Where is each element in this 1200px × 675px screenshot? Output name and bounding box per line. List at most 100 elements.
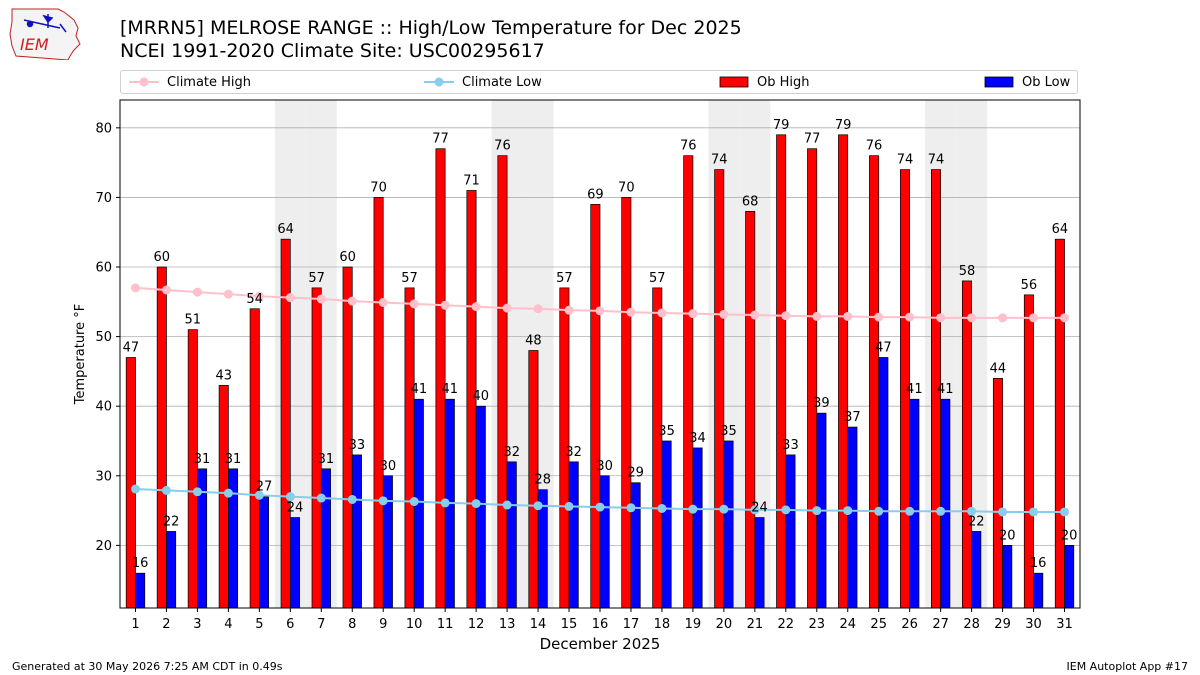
ob-low-label: 47 <box>875 340 892 355</box>
climate-high-point <box>223 289 233 299</box>
climate-high-point <box>843 311 853 321</box>
ob-high-label: 64 <box>277 222 294 237</box>
climate-low-point <box>409 497 419 507</box>
x-tick-label: 30 <box>1025 617 1042 632</box>
footer-app: IEM Autoplot App #17 <box>1066 660 1189 673</box>
ob-low-bar <box>754 517 765 609</box>
ob-high-label: 77 <box>804 132 821 147</box>
climate-low-point <box>936 506 946 516</box>
legend-item-ob-low: Ob Low <box>984 71 1070 93</box>
climate-high-point <box>905 312 915 322</box>
x-tick-label: 23 <box>809 617 826 632</box>
x-tick-label: 16 <box>592 617 609 632</box>
ob-high-bar <box>683 155 694 609</box>
x-tick-label: 22 <box>778 617 795 632</box>
climate-high-point <box>595 306 605 316</box>
x-tick-label: 6 <box>286 617 294 632</box>
climate-high-point <box>192 287 202 297</box>
ob-high-label: 70 <box>370 180 387 195</box>
ob-low-bar <box>785 454 796 609</box>
ob-high-label: 74 <box>711 153 728 168</box>
climate-low-point <box>1060 507 1070 517</box>
ob-high-bar <box>869 155 880 609</box>
ob-high-bar <box>249 308 260 609</box>
ob-high-label: 68 <box>742 194 759 209</box>
ob-low-label: 35 <box>658 424 675 439</box>
x-tick-label: 5 <box>255 617 263 632</box>
climate-low-point <box>223 488 233 498</box>
ob-low-bar <box>971 531 982 609</box>
ob-low-label: 35 <box>720 424 737 439</box>
legend-swatch-climate-low <box>424 77 454 87</box>
ob-low-label: 33 <box>782 438 799 453</box>
ob-high-label: 57 <box>649 271 666 286</box>
ob-low-bar <box>382 475 393 609</box>
ob-low-bar <box>723 440 734 609</box>
climate-high-point <box>254 291 264 301</box>
ob-high-bar <box>807 148 818 609</box>
weekend-bands <box>274 100 988 608</box>
x-tick-label: 11 <box>437 617 454 632</box>
x-tick-label: 31 <box>1056 617 1073 632</box>
ob-high-label: 57 <box>401 271 418 286</box>
climate-high-point <box>967 313 977 323</box>
ob-low-bar <box>878 357 889 609</box>
y-tick-label: 50 <box>95 330 112 345</box>
x-tick-label: 2 <box>162 617 170 632</box>
climate-high-point <box>688 309 698 319</box>
climate-low-point <box>595 502 605 512</box>
ob-high-bar <box>961 280 972 609</box>
climate-high-point <box>316 294 326 304</box>
ob-low-label: 32 <box>565 445 582 460</box>
climate-high-point <box>564 305 574 315</box>
legend-swatch-ob-high <box>719 76 749 88</box>
ob-low-label: 34 <box>689 431 706 446</box>
x-tick-label: 26 <box>901 617 918 632</box>
climate-high-point <box>378 298 388 308</box>
x-tick-label: 7 <box>317 617 325 632</box>
ob-low-bar <box>568 461 579 609</box>
y-tick-label: 40 <box>95 400 112 415</box>
y-axis-label: Temperature °F <box>73 304 88 405</box>
climate-low-point <box>688 504 698 514</box>
ob-low-label: 20 <box>1061 528 1078 543</box>
ob-high-label: 54 <box>246 292 263 307</box>
climate-high-point <box>440 300 450 310</box>
ob-low-bar <box>1033 572 1044 609</box>
y-tick-label: 20 <box>95 539 112 554</box>
ob-low-label: 22 <box>968 514 985 529</box>
ob-low-bar <box>692 447 703 609</box>
ob-low-label: 27 <box>256 480 273 495</box>
climate-low-point <box>750 505 760 515</box>
x-tick-label: 17 <box>623 617 640 632</box>
x-tick-label: 1 <box>131 617 139 632</box>
ob-low-label: 30 <box>596 459 613 474</box>
ob-low-bar <box>289 517 300 609</box>
ob-low-bar <box>135 572 146 609</box>
climate-high-point <box>1060 313 1070 323</box>
ob-low-label: 32 <box>503 445 520 460</box>
ob-high-bar <box>435 148 446 609</box>
ob-high-bar <box>1054 238 1065 609</box>
climate-low-point <box>564 501 574 511</box>
ob-low-bar <box>599 475 610 609</box>
ob-low-bar <box>1002 545 1013 609</box>
climate-high-point <box>471 302 481 312</box>
x-tick-label: 9 <box>379 617 387 632</box>
climate-high-point <box>812 311 822 321</box>
ob-low-label: 24 <box>751 501 768 516</box>
data-labels: 47 16 60 22 51 31 43 31 54 27 64 24 57 31 60 33 70 30 57 41… <box>123 118 1078 571</box>
ob-high-bar <box>621 197 632 609</box>
ob-high-bar <box>992 378 1003 609</box>
y-tick-label: 80 <box>95 121 112 136</box>
x-tick-label: 28 <box>963 617 980 632</box>
climate-low-point <box>998 507 1008 517</box>
climate-high-point <box>998 313 1008 323</box>
ob-low-label: 16 <box>132 556 149 571</box>
ob-high-label: 48 <box>525 334 542 349</box>
ob-high-label: 76 <box>866 139 883 154</box>
x-tick-label: 25 <box>870 617 887 632</box>
ob-low-bar <box>909 398 920 609</box>
x-tick-label: 20 <box>716 617 733 632</box>
